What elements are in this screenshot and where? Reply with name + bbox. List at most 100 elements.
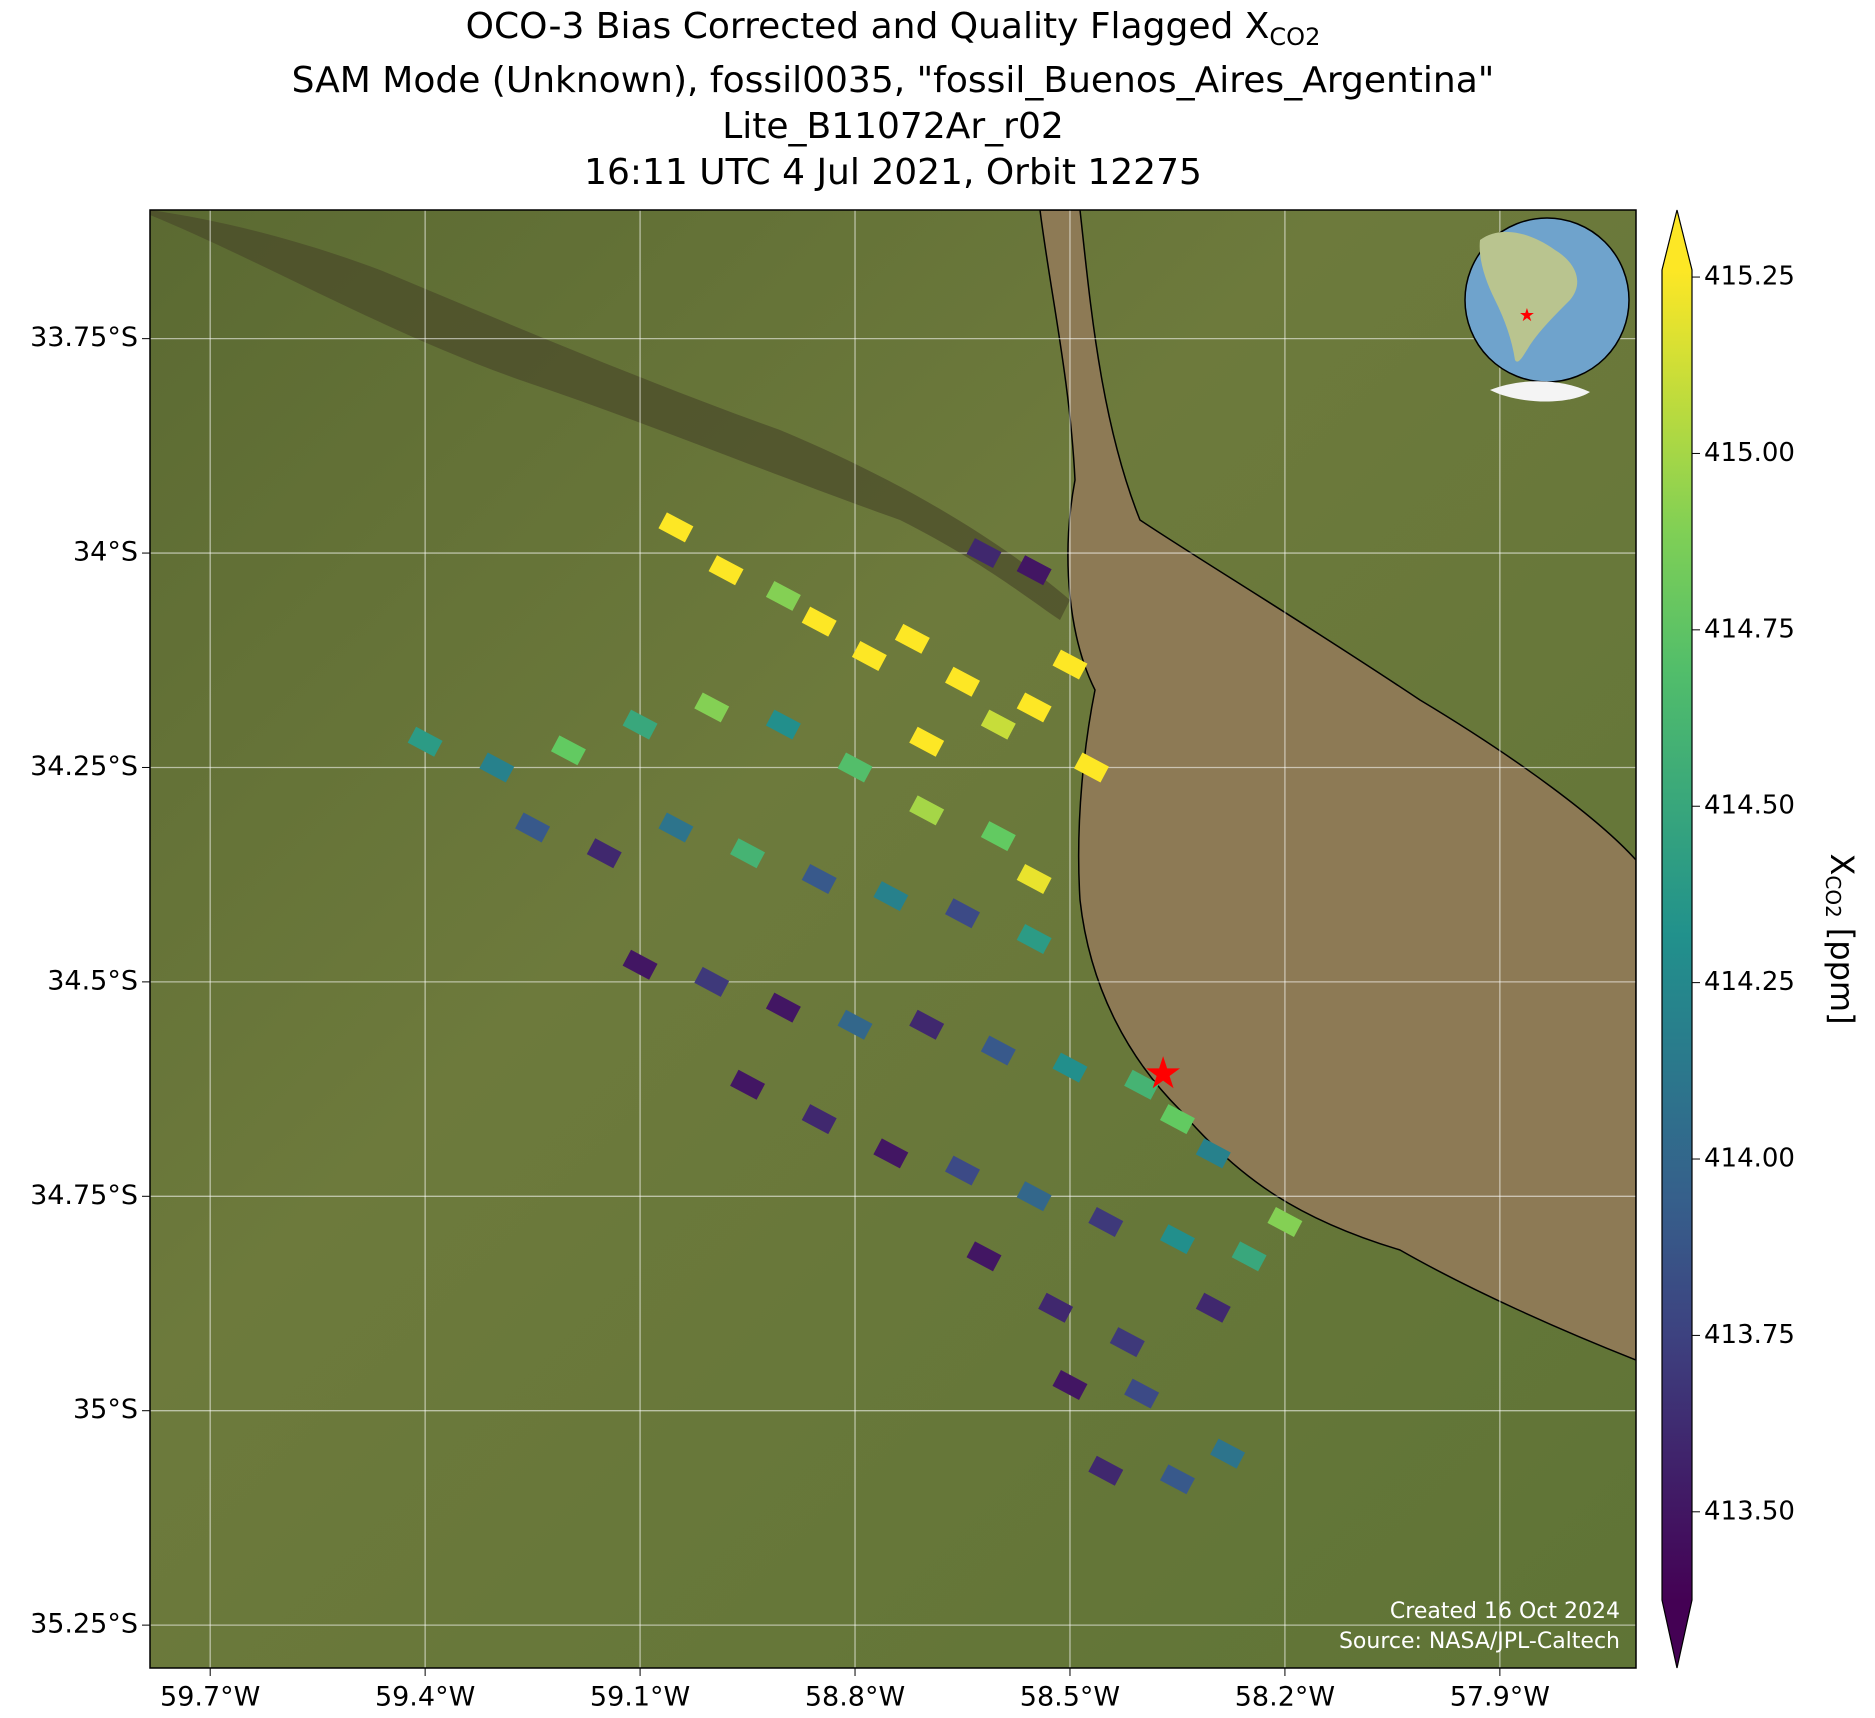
sounding bbox=[801, 863, 837, 894]
annotation-source: Source: NASA/JPL-Caltech bbox=[1339, 1629, 1620, 1654]
title-text: OCO-3 Bias Corrected and Quality Flagged… bbox=[466, 6, 1270, 47]
sounding bbox=[479, 752, 515, 783]
sounding bbox=[1016, 692, 1052, 723]
colorbar-tick-label: 415.00 bbox=[1704, 438, 1795, 468]
sounding bbox=[730, 1069, 766, 1100]
sounding bbox=[1016, 1181, 1052, 1212]
colorbar-tick-label: 413.50 bbox=[1704, 1496, 1795, 1526]
sounding bbox=[765, 709, 801, 740]
sounding bbox=[586, 838, 622, 869]
sounding bbox=[407, 726, 443, 757]
sounding bbox=[1088, 1207, 1124, 1238]
title-line1: OCO-3 Bias Corrected and Quality Flagged… bbox=[466, 6, 1321, 51]
x-tick-label: 58.8°W bbox=[805, 1682, 905, 1713]
sounding bbox=[1159, 1224, 1195, 1255]
sounding bbox=[550, 735, 586, 766]
sounding bbox=[1052, 1052, 1088, 1083]
sounding bbox=[515, 812, 551, 843]
y-tick-label: 34.25°S bbox=[30, 751, 138, 782]
target-star: ★ bbox=[1143, 1048, 1182, 1099]
sounding bbox=[1016, 863, 1052, 894]
sounding bbox=[909, 1009, 945, 1040]
sounding bbox=[1088, 1455, 1124, 1486]
y-tick-label: 35.25°S bbox=[30, 1609, 138, 1640]
x-tick-label: 59.1°W bbox=[590, 1682, 690, 1713]
sounding bbox=[1124, 1069, 1160, 1100]
colorbar-tick-label: 414.25 bbox=[1704, 967, 1795, 997]
sounding bbox=[694, 692, 730, 723]
sounding bbox=[1159, 1464, 1195, 1495]
sounding bbox=[730, 838, 766, 869]
map bbox=[150, 210, 1636, 1668]
sounding bbox=[980, 1035, 1016, 1066]
colorbar-tick-label: 415.25 bbox=[1704, 262, 1795, 292]
sounding bbox=[1016, 555, 1052, 586]
globe-land bbox=[1479, 231, 1578, 362]
colorbar-tick-label: 413.75 bbox=[1704, 1320, 1795, 1350]
sounding bbox=[765, 580, 801, 611]
title-line4: 16:11 UTC 4 Jul 2021, Orbit 12275 bbox=[584, 152, 1202, 193]
sounding bbox=[1052, 1369, 1088, 1400]
y-tick-label: 33.75°S bbox=[30, 322, 138, 353]
y-tick-label: 34.75°S bbox=[30, 1180, 138, 1211]
sounding bbox=[1016, 924, 1052, 954]
sounding bbox=[801, 1104, 837, 1135]
globe-inset: ★ bbox=[1464, 217, 1630, 402]
colorbar bbox=[1662, 270, 1692, 1600]
sounding bbox=[945, 666, 980, 697]
x-tick-label: 59.4°W bbox=[375, 1682, 475, 1713]
sounding bbox=[1073, 752, 1109, 783]
globe-antarctica bbox=[1490, 381, 1590, 402]
title-subscript: CO2 bbox=[1269, 23, 1320, 51]
sounding bbox=[622, 949, 658, 980]
colorbar-extend-max bbox=[1662, 210, 1692, 270]
y-tick-label: 34.5°S bbox=[47, 965, 138, 996]
sounding bbox=[801, 606, 837, 637]
y-tick-label: 34°S bbox=[73, 537, 138, 568]
sounding bbox=[1038, 1292, 1074, 1323]
colorbar-label-subscript: CO2 bbox=[1822, 875, 1846, 917]
y-tick-label: 35°S bbox=[73, 1394, 138, 1425]
estuary bbox=[1039, 210, 1636, 1361]
sounding bbox=[658, 812, 694, 843]
sounding bbox=[873, 881, 909, 912]
sounding bbox=[1195, 1292, 1231, 1323]
x-tick-label: 58.5°W bbox=[1020, 1682, 1120, 1713]
colorbar-label-unit: [ppm] bbox=[1823, 928, 1861, 1025]
colorbar-tick-label: 414.75 bbox=[1704, 614, 1795, 644]
colorbar-tick-label: 414.00 bbox=[1704, 1144, 1795, 1174]
sounding bbox=[837, 1009, 873, 1040]
sounding bbox=[622, 709, 658, 740]
sounding bbox=[894, 623, 930, 654]
sounding bbox=[909, 795, 945, 826]
sounding bbox=[1195, 1138, 1231, 1169]
sounding bbox=[694, 966, 730, 997]
sounding bbox=[909, 726, 945, 757]
colorbar-label: XCO2 [ppm] bbox=[1822, 853, 1862, 1024]
sounding bbox=[765, 992, 801, 1023]
sounding bbox=[708, 555, 744, 586]
globe-star: ★ bbox=[1519, 305, 1535, 326]
sounding bbox=[1052, 649, 1088, 680]
x-tick-label: 59.7°W bbox=[160, 1682, 260, 1713]
colorbar-label-text: X bbox=[1823, 853, 1861, 875]
annotation-created: Created 16 Oct 2024 bbox=[1390, 1599, 1620, 1624]
sounding bbox=[945, 1155, 980, 1186]
colorbar-tick-label: 414.50 bbox=[1704, 791, 1795, 821]
x-tick-label: 57.9°W bbox=[1450, 1682, 1550, 1713]
title-line3: Lite_B11072Ar_r02 bbox=[722, 106, 1064, 147]
sounding bbox=[658, 512, 694, 543]
colorbar-frame bbox=[1661, 209, 1693, 1669]
sounding bbox=[851, 640, 887, 671]
delta bbox=[150, 210, 1070, 620]
sounding bbox=[1109, 1327, 1145, 1358]
sounding bbox=[1231, 1241, 1267, 1272]
sounding bbox=[945, 898, 980, 929]
sounding bbox=[966, 1241, 1002, 1272]
sounding bbox=[1124, 1378, 1160, 1409]
sounding bbox=[1159, 1104, 1195, 1135]
sounding bbox=[1267, 1207, 1303, 1238]
x-tick-label: 58.2°W bbox=[1235, 1682, 1335, 1713]
sounding bbox=[873, 1138, 909, 1169]
